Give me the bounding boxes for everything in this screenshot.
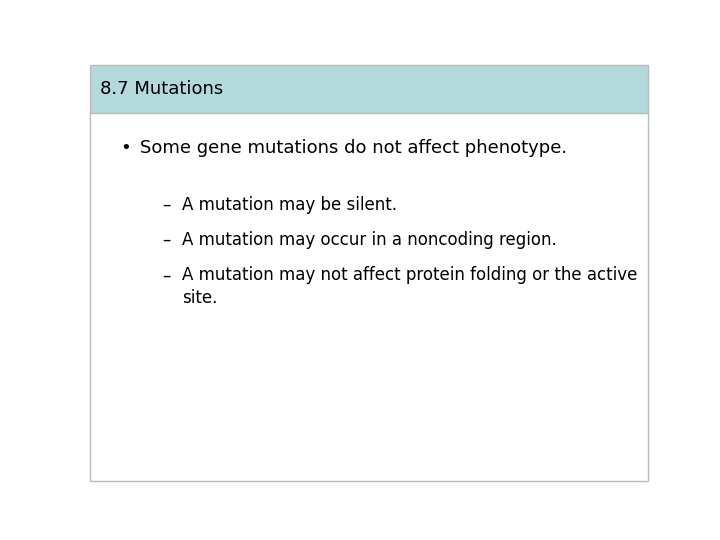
Text: –: –: [163, 196, 171, 214]
Text: •: •: [121, 139, 132, 157]
Text: site.: site.: [182, 289, 217, 307]
FancyBboxPatch shape: [90, 65, 648, 113]
Text: –: –: [163, 266, 171, 285]
Text: A mutation may occur in a noncoding region.: A mutation may occur in a noncoding regi…: [182, 231, 557, 249]
Text: Some gene mutations do not affect phenotype.: Some gene mutations do not affect phenot…: [140, 139, 567, 157]
Text: –: –: [163, 231, 171, 249]
Text: A mutation may be silent.: A mutation may be silent.: [182, 196, 397, 214]
Text: A mutation may not affect protein folding or the active: A mutation may not affect protein foldin…: [182, 266, 637, 285]
Text: 8.7 Mutations: 8.7 Mutations: [100, 80, 223, 98]
